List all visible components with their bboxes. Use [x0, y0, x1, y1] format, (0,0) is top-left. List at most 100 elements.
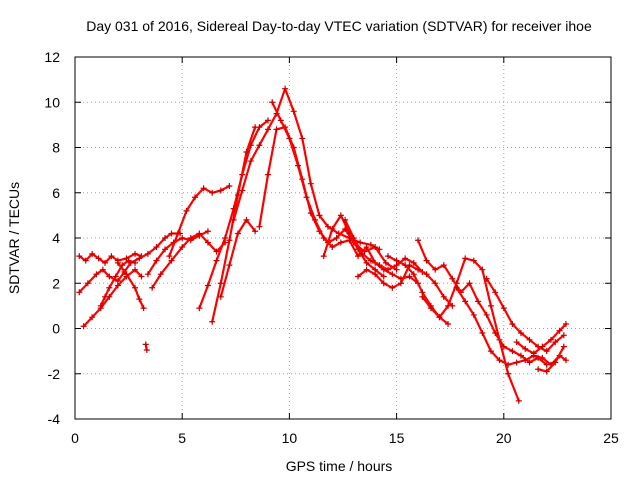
data-point	[76, 289, 83, 296]
data-point	[402, 255, 409, 262]
data-point	[252, 124, 259, 131]
series-trace	[258, 125, 398, 271]
data-point	[243, 216, 250, 223]
data-point	[483, 275, 490, 282]
data-point	[385, 253, 392, 260]
data-point	[419, 293, 426, 300]
data-point	[89, 314, 96, 321]
data-point	[82, 257, 89, 264]
data-point	[440, 262, 447, 269]
data-point	[168, 230, 175, 237]
x-tick-label: 25	[603, 430, 619, 446]
data-point	[372, 271, 379, 278]
data-point	[247, 158, 254, 165]
data-point	[112, 273, 119, 280]
data-point	[239, 187, 246, 194]
data-point	[562, 357, 569, 364]
data-point	[217, 280, 224, 287]
data-point	[436, 314, 443, 321]
x-tick-label: 10	[282, 430, 298, 446]
data-point	[162, 246, 169, 253]
data-point	[89, 250, 96, 257]
data-point	[500, 305, 507, 312]
series-trace	[78, 232, 182, 294]
data-point	[515, 397, 522, 404]
data-point	[389, 271, 396, 278]
data-point	[562, 320, 569, 327]
data-point	[264, 126, 271, 133]
data-point	[277, 117, 284, 124]
data-point	[132, 259, 139, 266]
data-point	[102, 259, 109, 266]
data-point	[445, 302, 452, 309]
data-point	[204, 239, 211, 246]
data-point	[200, 185, 207, 192]
y-tick-label: -2	[48, 366, 61, 382]
data-point	[385, 266, 392, 273]
data-point	[350, 235, 357, 241]
data-point	[204, 228, 211, 235]
data-point	[174, 230, 181, 237]
data-point	[393, 257, 400, 264]
series-trace	[168, 184, 231, 258]
data-point	[517, 352, 524, 359]
data-point	[535, 366, 542, 373]
data-point	[445, 320, 452, 327]
series-trace	[485, 277, 565, 353]
data-point	[123, 271, 130, 278]
y-tick-label: 12	[44, 49, 60, 65]
data-point	[204, 282, 211, 289]
data-point	[234, 230, 241, 237]
data-point	[389, 284, 396, 291]
data-point	[217, 187, 224, 194]
data-point	[402, 262, 409, 269]
data-point	[84, 280, 91, 287]
data-point	[312, 216, 319, 223]
data-point	[132, 250, 139, 257]
data-point	[97, 302, 104, 309]
data-point	[108, 253, 115, 260]
data-point	[209, 189, 216, 196]
series-trace	[356, 264, 454, 307]
series-trace	[82, 268, 143, 328]
data-point	[329, 225, 336, 232]
series-trace	[146, 230, 209, 276]
axis-ticks: 0 5 10 15 20 25 -4 -2 0 2 4 6 8 10 12	[44, 49, 619, 446]
series-sat-u	[419, 293, 452, 327]
data-point	[556, 327, 563, 334]
series-trace	[322, 214, 385, 278]
data-point	[552, 339, 559, 346]
data-point	[487, 302, 494, 309]
x-tick-label: 5	[178, 430, 186, 446]
data-point	[372, 244, 379, 251]
data-point	[359, 250, 366, 257]
data-point	[230, 216, 237, 223]
data-point	[125, 257, 132, 264]
data-point	[522, 345, 529, 352]
data-point	[143, 346, 150, 353]
data-point	[367, 257, 374, 264]
data-point	[136, 296, 143, 303]
series-sat-d	[97, 257, 139, 309]
data-point	[380, 280, 387, 287]
data-point	[479, 330, 486, 337]
data-point	[99, 266, 106, 273]
data-point	[470, 257, 477, 264]
y-tick-label: 10	[44, 94, 60, 110]
series-sat-g	[144, 228, 211, 278]
series-sat-e	[114, 259, 147, 312]
series-trace	[416, 239, 548, 366]
data-point	[526, 359, 533, 366]
series-sat-t	[415, 237, 550, 368]
data-point	[432, 280, 439, 287]
data-point	[183, 207, 190, 214]
data-point	[487, 348, 494, 355]
series-sat-v	[453, 284, 569, 368]
series-trace	[271, 101, 420, 285]
data-point	[475, 298, 482, 305]
series-sat-h	[149, 230, 229, 291]
series-trace	[421, 295, 450, 326]
data-point	[346, 237, 353, 244]
data-point	[355, 273, 362, 280]
data-point	[316, 212, 323, 219]
